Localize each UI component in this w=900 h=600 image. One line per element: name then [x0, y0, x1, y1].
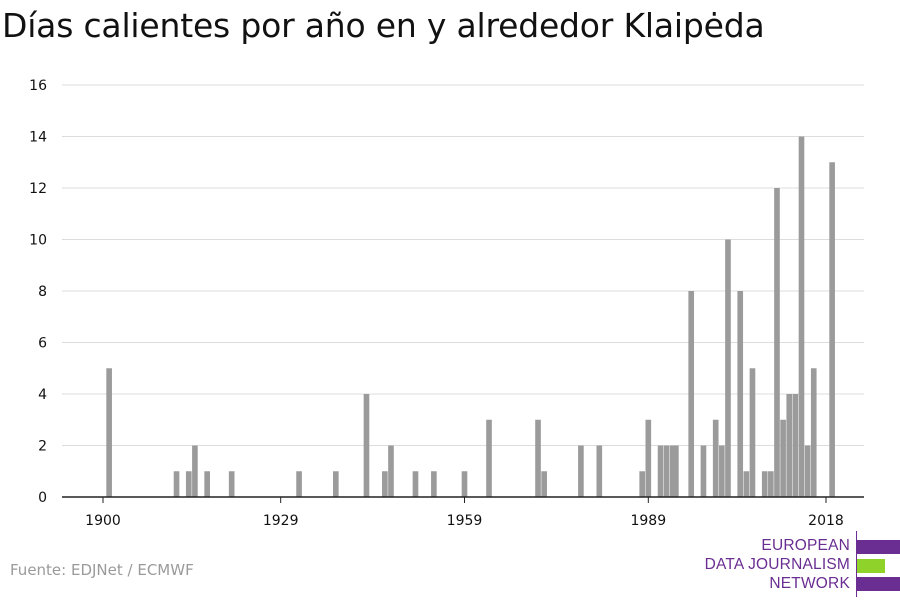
y-tick-label: 10: [29, 233, 47, 249]
logo-line-2: DATA JOURNALISM: [704, 556, 850, 573]
bar: [725, 239, 731, 497]
grid-lines: [62, 84, 864, 446]
bar: [798, 136, 805, 497]
logo-line-1: EUROPEAN: [761, 537, 850, 554]
bar: [657, 445, 664, 497]
bar: [461, 471, 468, 497]
y-tick-label: 6: [38, 336, 47, 352]
bar: [712, 419, 719, 497]
bar: [578, 445, 584, 497]
bar: [780, 419, 786, 497]
bar: [743, 471, 750, 497]
bar: [774, 188, 780, 497]
chart-title: Días calientes por año en y alrededor Kl…: [2, 6, 765, 45]
bar: [412, 471, 419, 497]
bar: [749, 368, 756, 497]
logo-line-3: NETWORK: [769, 575, 850, 592]
bar: [204, 471, 210, 497]
bar: [688, 291, 695, 497]
x-tick-label: 1929: [263, 513, 299, 529]
bar: [106, 368, 112, 497]
bar: [486, 419, 492, 497]
y-tick-label: 0: [38, 490, 47, 506]
x-tick-label: 2018: [808, 513, 844, 529]
y-axis-ticks: 0 2 4 6 8 10 12 14 16: [29, 78, 47, 506]
y-tick-label: 2: [38, 439, 47, 455]
bar: [388, 445, 394, 497]
bar: [700, 445, 707, 497]
bar: [719, 445, 725, 497]
bar: [296, 471, 302, 497]
bar: [645, 419, 652, 497]
x-axis-ticks: 1900 1929 1959 1989 2018: [85, 497, 844, 529]
bar: [639, 471, 646, 497]
bar: [431, 471, 437, 497]
bar: [810, 368, 817, 497]
logo-bar-green: [857, 559, 885, 573]
bar: [541, 471, 547, 497]
bar: [768, 471, 774, 497]
bar: [663, 445, 670, 497]
bar: [792, 394, 799, 497]
bar: [804, 445, 811, 497]
bar: [673, 445, 679, 497]
bar: [185, 471, 192, 497]
bar: [535, 419, 541, 497]
logo-bar-purple-bottom: [857, 577, 900, 591]
bar: [363, 394, 370, 497]
y-tick-label: 4: [38, 387, 47, 403]
x-tick-label: 1959: [447, 513, 483, 529]
bar: [737, 291, 744, 497]
bar: [670, 445, 676, 497]
y-tick-label: 12: [29, 181, 47, 197]
y-tick-label: 8: [38, 284, 47, 300]
y-tick-label: 14: [29, 130, 47, 146]
x-tick-label: 1989: [630, 513, 666, 529]
bar: [786, 394, 793, 497]
bar: [333, 471, 339, 497]
bar: [382, 471, 388, 497]
y-tick-label: 16: [29, 78, 47, 94]
bars: [106, 136, 835, 497]
bar: [173, 471, 180, 497]
logo-divider: [856, 531, 857, 597]
bar: [192, 445, 198, 497]
logo-bar-purple-top: [857, 540, 900, 554]
bar: [829, 162, 835, 497]
bar: [596, 445, 603, 497]
edjnet-logo[interactable]: EUROPEAN DATA JOURNALISM NETWORK: [700, 531, 900, 597]
source-note: Fuente: EDJNet / ECMWF: [10, 561, 194, 579]
x-tick-label: 1900: [85, 513, 121, 529]
bar: [228, 471, 235, 497]
bar: [761, 471, 768, 497]
